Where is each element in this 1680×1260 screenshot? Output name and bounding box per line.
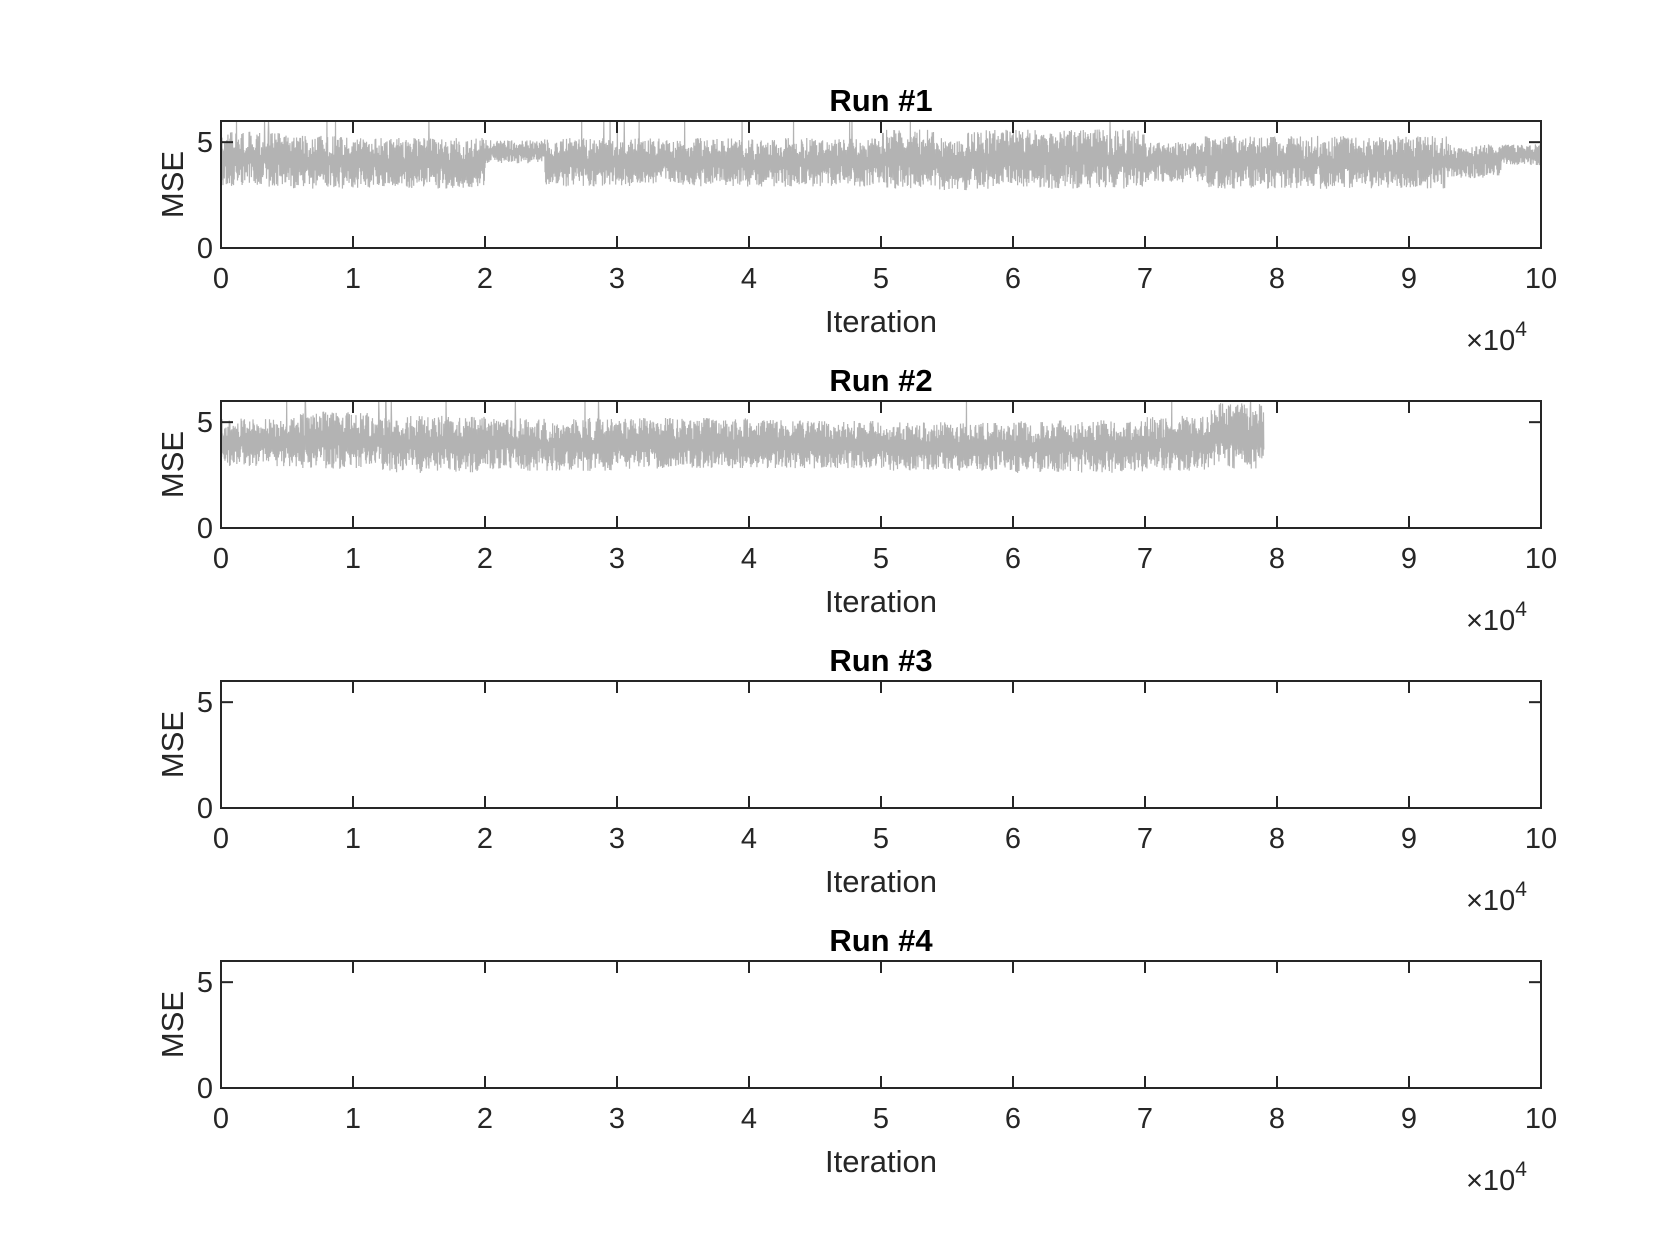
- axes-box-run-4: [220, 960, 1542, 1089]
- x-tick-label: 10: [1525, 1103, 1557, 1135]
- x-tick-label: 0: [213, 263, 229, 295]
- x-tick-label: 6: [1005, 823, 1021, 855]
- x-tick-label: 1: [345, 823, 361, 855]
- x-tick-label: 2: [477, 1103, 493, 1135]
- y-tick-label: 0: [197, 513, 213, 545]
- x-tick-label: 5: [873, 1103, 889, 1135]
- x-axis-label: Iteration: [825, 584, 937, 619]
- x-tick-label: 6: [1005, 263, 1021, 295]
- x-tick-label: 0: [213, 1103, 229, 1135]
- x-tick-label: 4: [741, 543, 757, 575]
- series-trace-run-2: [220, 400, 1265, 473]
- x-tick-label: 9: [1401, 1103, 1417, 1135]
- x-tick-label: 7: [1137, 543, 1153, 575]
- x-tick-label: 3: [609, 543, 625, 575]
- y-axis-label: MSE: [155, 151, 190, 218]
- y-axis-label: MSE: [155, 991, 190, 1058]
- x-tick-label: 3: [609, 263, 625, 295]
- x-tick-label: 5: [873, 543, 889, 575]
- y-tick-label: 0: [197, 233, 213, 265]
- subplot-run-1: 0 1 2 3 4 5 6 7 8 9 10 0 5 Run #1 Iteration MSE ×104: [155, 83, 1557, 357]
- x-tick-label: 5: [873, 823, 889, 855]
- y-tick-label: 5: [197, 967, 213, 999]
- x-tick-label: 9: [1401, 263, 1417, 295]
- x-axis-label: Iteration: [825, 864, 937, 899]
- y-tick-label: 5: [197, 687, 213, 719]
- x-tick-label: 0: [213, 543, 229, 575]
- x-tick-label: 8: [1269, 823, 1285, 855]
- x-tick-label: 7: [1137, 1103, 1153, 1135]
- x-tick-label: 3: [609, 1103, 625, 1135]
- x-tick-label: 2: [477, 823, 493, 855]
- axes-box-run-3: [220, 680, 1542, 809]
- x-tick-label: 4: [741, 823, 757, 855]
- y-tick-label: 0: [197, 1073, 213, 1105]
- x-axis-label: Iteration: [825, 1144, 937, 1179]
- x-axis-label: Iteration: [825, 304, 937, 339]
- x-tick-label: 10: [1525, 543, 1557, 575]
- x-tick-label: 8: [1269, 543, 1285, 575]
- y-tick-label: 5: [197, 407, 213, 439]
- x-tick-label: 1: [345, 1103, 361, 1135]
- y-tick-label: 0: [197, 793, 213, 825]
- x-tick-label: 6: [1005, 1103, 1021, 1135]
- x-tick-label: 2: [477, 263, 493, 295]
- x-axis-exponent: ×104: [1466, 1158, 1527, 1197]
- subplot-run-2: 0 1 2 3 4 5 6 7 8 9 10 0 5 Run #2 Iteration MSE ×104: [155, 363, 1557, 637]
- x-axis-exponent: ×104: [1466, 878, 1527, 917]
- x-tick-label: 4: [741, 263, 757, 295]
- x-tick-label: 6: [1005, 543, 1021, 575]
- subplot-run-4: 0 1 2 3 4 5 6 7 8 9 10 0 5 Run #4 Iteration MSE ×104: [155, 923, 1557, 1197]
- x-tick-label: 8: [1269, 1103, 1285, 1135]
- x-axis-exponent: ×104: [1466, 318, 1527, 357]
- x-tick-label: 1: [345, 543, 361, 575]
- x-axis-exponent: ×104: [1466, 598, 1527, 637]
- y-tick-label: 5: [197, 127, 213, 159]
- series-trace-run-1: [220, 120, 1542, 191]
- chart-title: Run #1: [829, 83, 932, 118]
- chart-title: Run #3: [829, 643, 932, 678]
- x-tick-label: 0: [213, 823, 229, 855]
- x-tick-label: 10: [1525, 823, 1557, 855]
- x-tick-label: 7: [1137, 823, 1153, 855]
- chart-title: Run #2: [829, 363, 932, 398]
- x-tick-label: 9: [1401, 823, 1417, 855]
- chart-title: Run #4: [829, 923, 933, 958]
- x-tick-label: 3: [609, 823, 625, 855]
- x-tick-label: 4: [741, 1103, 757, 1135]
- x-tick-label: 10: [1525, 263, 1557, 295]
- x-tick-label: 8: [1269, 263, 1285, 295]
- x-tick-label: 2: [477, 543, 493, 575]
- x-tick-label: 1: [345, 263, 361, 295]
- y-axis-label: MSE: [155, 431, 190, 498]
- subplot-run-3: 0 1 2 3 4 5 6 7 8 9 10 0 5 Run #3 Iteration MSE ×104: [155, 643, 1557, 917]
- x-tick-label: 5: [873, 263, 889, 295]
- x-tick-label: 9: [1401, 543, 1417, 575]
- x-tick-label: 7: [1137, 263, 1153, 295]
- y-axis-label: MSE: [155, 711, 190, 778]
